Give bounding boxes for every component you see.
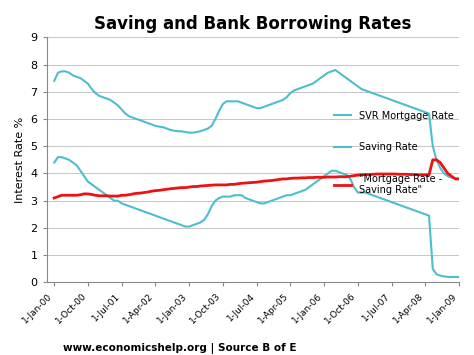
Y-axis label: Interest Rate %: Interest Rate % xyxy=(15,117,25,203)
Title: Saving and Bank Borrowing Rates: Saving and Bank Borrowing Rates xyxy=(94,15,411,33)
Text: www.economicshelp.org | Source B of E: www.economicshelp.org | Source B of E xyxy=(64,343,297,354)
Legend: SVR Mortgage Rate, Saving Rate, "Mortgage Rate -
Saving Rate": SVR Mortgage Rate, Saving Rate, "Mortgag… xyxy=(334,111,454,195)
